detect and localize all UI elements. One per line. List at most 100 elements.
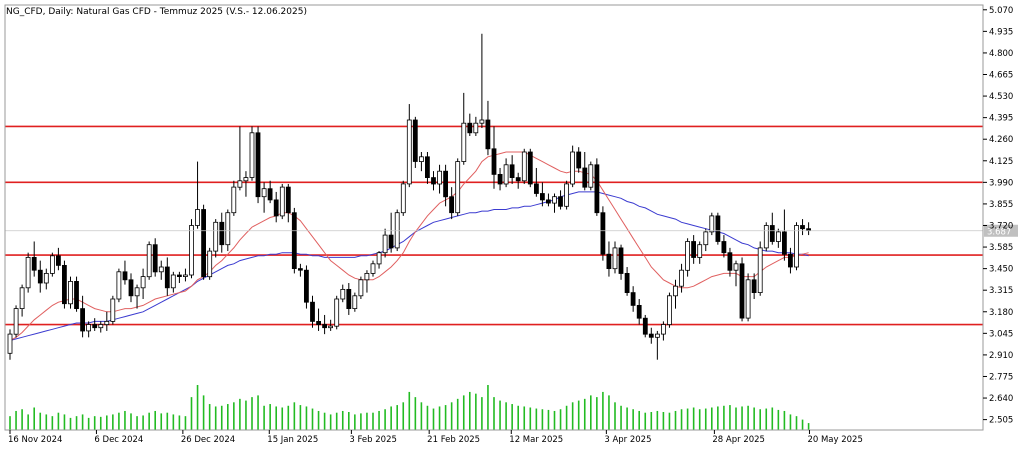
candle-body [388,234,394,249]
candle-body [685,241,690,271]
candle-body [195,209,200,226]
candle-body [382,234,388,254]
candle-body [418,156,424,163]
candle-body [207,250,213,278]
candle [62,260,67,309]
candle [273,191,279,223]
candle [37,260,43,293]
y-tick-label: 3.450 [989,265,1013,275]
candle-body [763,225,769,249]
candle [582,151,588,191]
candle [697,241,703,264]
candle-body [661,324,666,335]
candle-body [751,279,757,293]
candle-body [182,274,188,278]
y-tick-label: 4.395 [989,114,1013,124]
candle-body [267,188,273,201]
candle [691,235,696,264]
candle-body [116,271,122,300]
candle-body [576,151,582,169]
candle [243,171,249,197]
candle-body [570,151,575,185]
candle [503,158,509,188]
candle [763,222,769,252]
candle-body [322,324,328,329]
candle-body [303,269,309,303]
candle-body [558,196,563,207]
candle [715,212,721,245]
candle [721,235,727,258]
candle [140,268,146,299]
candle-body [594,164,600,214]
candle [352,292,358,312]
candle [176,271,182,284]
candle [219,212,225,253]
candle [515,172,521,189]
candle-body [400,183,406,214]
candle [769,212,775,245]
candle-body [158,266,164,273]
candle-body [255,132,261,198]
candle-body [624,272,630,293]
candle [788,247,793,274]
candle-body [546,199,551,204]
candle-body [219,221,225,246]
x-tick-label: 12 Mar 2025 [509,435,563,445]
candle [424,151,430,184]
candle-body [279,186,285,217]
candle [642,314,648,338]
candle [412,116,418,168]
candle-body [358,279,364,297]
candle-body [86,324,91,332]
y-tick-label: 3.720 [989,221,1013,231]
candle [806,222,811,236]
candle-body [285,186,291,214]
candle [128,273,134,303]
candle [267,180,273,204]
candle [673,279,678,309]
candle [546,193,551,207]
candle-body [491,148,497,175]
candle [74,276,79,312]
candle [739,257,745,322]
current-price-tag [984,224,1018,237]
candle [152,238,158,277]
y-tick-label: 4.665 [989,71,1013,81]
candle-body [455,161,461,214]
candle [527,148,533,188]
y-tick-label: 4.260 [989,135,1013,145]
candle [7,329,13,360]
candle [334,295,340,330]
candle-body [316,320,322,325]
candle-body [715,215,721,242]
candle-body [146,244,152,278]
candle-body [310,301,315,322]
candle-body [703,231,709,246]
price-axis: 5.070 4.935 4.800 4.665 4.530 4.395 4.260 4.125… [983,6,1013,426]
candle-body [564,183,569,207]
candle [164,257,170,296]
candle-body [352,295,358,309]
candle-body [243,177,249,182]
candle [406,104,412,188]
candle-body [527,151,533,185]
candle [56,247,61,271]
x-tick-label: 6 Dec 2024 [94,435,143,445]
candle-body [297,268,303,271]
candle-body [485,119,491,150]
candle-body [449,196,455,214]
candle-body [431,177,436,185]
candle-body [74,280,79,309]
candle [303,265,309,309]
candle-body [19,287,25,309]
candle-body [733,263,739,271]
x-tick-label: 3 Feb 2025 [349,435,397,445]
candle [534,167,539,197]
candle-body [437,170,443,185]
candle-body [600,212,606,255]
candle-body [376,252,382,265]
y-tick-label: 2.505 [989,416,1013,426]
